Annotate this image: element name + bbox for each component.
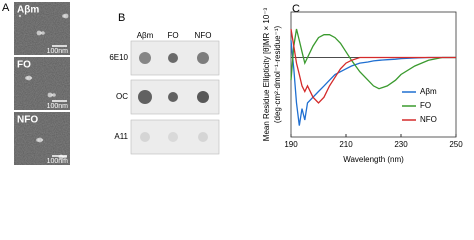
blot-dot xyxy=(168,53,178,63)
row-label: 6E10 xyxy=(109,53,128,62)
series-line xyxy=(290,40,456,126)
image-label: FO xyxy=(17,60,31,71)
particle xyxy=(41,31,45,35)
particle xyxy=(47,92,53,98)
panel-letter: B xyxy=(118,12,125,24)
scale-label: 100nm xyxy=(47,158,69,165)
blot-dot xyxy=(140,132,150,142)
y-axis-label: (deg·cm²·dmol⁻¹·residue⁻¹) xyxy=(273,25,282,123)
panel-letter: A xyxy=(2,2,10,14)
blot-dot xyxy=(138,90,152,104)
blot-dot xyxy=(197,52,209,64)
panel-letter: C xyxy=(292,3,300,15)
column-label: Aβm xyxy=(137,31,154,40)
particle xyxy=(52,93,56,97)
particle xyxy=(62,14,66,18)
scale-label: 100nm xyxy=(47,103,69,110)
legend-label: Aβm xyxy=(420,87,437,96)
row-label: OC xyxy=(116,92,128,101)
blot-dot xyxy=(197,91,209,103)
scale-label: 100nm xyxy=(47,48,69,55)
legend-label: NFO xyxy=(420,115,437,124)
figure: A B C Aβm 100nm FO 100nm NFO 100nm Aβm FO NFO 6E1… xyxy=(2,2,463,165)
legend-label: FO xyxy=(420,101,431,110)
series-line xyxy=(290,28,456,104)
y-axis-label: Mean Residue Ellipticity [θ]MR × 10⁻³ xyxy=(262,7,271,141)
series-line xyxy=(290,28,456,90)
x-tick-label: 250 xyxy=(449,140,463,149)
column-label: FO xyxy=(167,31,178,40)
blot-dot xyxy=(139,52,151,64)
image-label: Aβm xyxy=(17,5,39,16)
particle xyxy=(25,76,29,80)
x-tick-label: 190 xyxy=(284,140,298,149)
x-tick-label: 230 xyxy=(394,140,408,149)
blot-dot xyxy=(198,132,208,142)
row-label: A11 xyxy=(114,132,128,141)
column-label: NFO xyxy=(195,31,212,40)
blot-dot xyxy=(168,132,178,142)
particle xyxy=(36,30,42,36)
x-axis-label: Wavelength (nm) xyxy=(343,155,404,164)
particle xyxy=(36,138,40,142)
image-label: NFO xyxy=(17,115,38,126)
particle xyxy=(18,14,22,18)
blot-strip xyxy=(130,119,220,155)
blot-dot xyxy=(168,92,178,102)
x-tick-label: 210 xyxy=(339,140,353,149)
